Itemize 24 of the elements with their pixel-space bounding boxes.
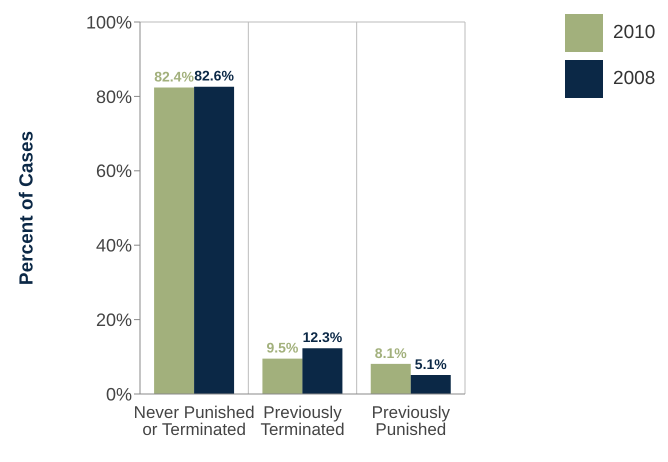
bar [262,358,302,394]
x-tick-label: Previously Terminated [260,403,345,440]
y-tick-label: 60% [96,161,132,182]
bar [194,86,234,394]
x-tick-label: Never Punished or Terminated [134,403,255,440]
data-label: 5.1% [414,356,448,372]
data-label: 82.4% [154,68,194,84]
data-label: 8.1% [374,344,408,361]
data-label: 12.3% [302,329,343,346]
y-tick-label: 20% [96,310,132,330]
x-tick-label: Previously Punished [372,403,451,440]
data-label: 82.6% [194,68,234,84]
y-tick-label: 0% [106,384,132,404]
y-tick-label: 40% [96,236,132,256]
bar [370,364,411,394]
y-axis-title: Percent of Cases [16,130,38,286]
y-tick-label: 100% [86,12,132,32]
data-label: 9.5% [266,340,299,356]
legend-label: 2008 [613,68,656,90]
bar [410,375,451,394]
y-tick-label: 80% [96,86,132,107]
bar [302,348,342,394]
bar [154,87,194,394]
legend-label: 2010 [613,22,656,44]
